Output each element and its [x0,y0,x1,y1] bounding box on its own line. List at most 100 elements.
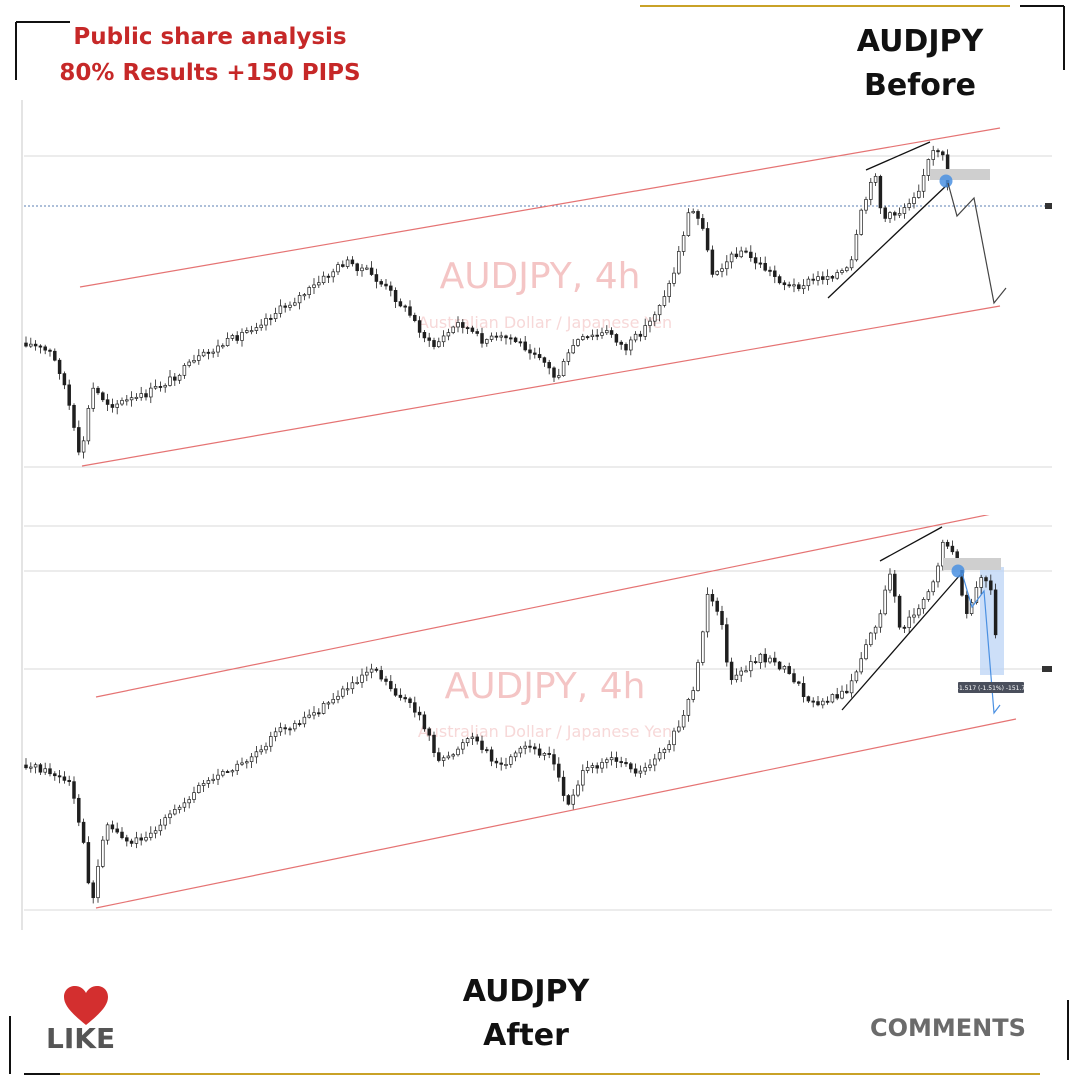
candle-bullish [33,764,38,768]
candle-bullish [873,175,878,183]
candle-bullish [134,837,139,844]
candle-bullish [941,541,945,567]
candle-bullish [158,824,163,832]
breakout-marker [951,564,965,578]
candle-bearish [225,771,230,774]
candle-bearish [729,661,734,681]
candle-bullish [643,767,647,772]
candle-bearish [57,359,62,374]
candle-bearish [297,723,302,726]
candle-bearish [24,764,28,769]
candle-bullish [926,159,931,176]
channel-upper-line [95,515,990,698]
candle-bearish [710,249,715,275]
candle-bearish [350,259,355,265]
candle-bearish [561,776,566,796]
candle-bullish [461,742,465,750]
candle-bearish [845,690,849,694]
candle-bearish [422,714,427,730]
candle-bearish [129,840,134,844]
candle-bearish [144,393,148,398]
candle-bullish [897,213,902,216]
candle-bullish [264,317,268,326]
candle-bullish [211,778,215,781]
candle-bullish [849,680,854,694]
candle-bullish [902,207,907,214]
candle-bearish [777,276,782,284]
candle-bullish [974,587,979,603]
candle-bearish [797,681,801,684]
projection-path [947,182,1007,305]
candle-bullish [576,339,580,346]
candle-bullish [917,190,921,198]
candle-bearish [403,305,407,308]
candle-bearish [533,746,537,750]
candle-bearish [965,594,969,614]
candle-bullish [840,690,844,699]
candle-bullish [254,751,259,758]
candle-bullish [441,335,446,343]
candle-bearish [547,362,551,369]
candle-bearish [633,768,638,774]
candle-bearish [614,334,619,343]
candle-bullish [504,763,508,766]
candle-bullish [211,351,215,354]
candle-bullish [341,688,345,697]
candle-bullish [225,337,230,346]
candle-bullish [81,440,86,453]
like-button[interactable]: LIKE [46,1022,116,1055]
candle-bearish [883,207,887,219]
candle-bullish [835,272,839,279]
candle-bearish [48,768,52,775]
candle-bullish [91,387,95,409]
candle-bearish [384,678,388,682]
candle-bearish [701,218,705,229]
candle-bullish [926,591,931,600]
candle-bullish [672,272,676,284]
candle-bullish [499,335,503,338]
candle-bullish [153,386,158,389]
candle-bullish [509,756,513,765]
candle-bullish [672,730,676,746]
candle-bullish [979,577,983,588]
candle-bearish [835,694,839,699]
breakout-marker [939,174,953,188]
candle-bullish [206,780,211,784]
candle-bullish [701,631,705,663]
candle-bullish [245,761,249,764]
candle-bearish [585,336,590,339]
candle-bullish [691,690,695,700]
projection-path [961,572,1001,715]
price-tag [1042,666,1052,672]
candle-bullish [585,767,590,771]
candle-bullish [581,770,585,786]
candle-bullish [29,343,33,347]
candle-bearish [384,283,388,287]
candle-bullish [849,259,854,269]
candle-bearish [763,653,767,663]
candle-bearish [777,661,782,670]
candle-bearish [753,661,758,664]
candle-bullish [105,824,110,841]
candle-bullish [216,774,220,780]
candle-bullish [168,376,172,386]
candle-bullish [230,335,235,339]
supply-zone [930,169,990,180]
candle-bullish [782,666,787,670]
candle-bullish [269,736,273,747]
candle-bullish [662,749,667,754]
candle-bullish [470,736,475,739]
candle-bearish [283,305,287,308]
candle-bearish [110,404,115,408]
candle-bearish [398,694,403,698]
candle-bullish [600,332,604,336]
candle-bullish [888,573,892,591]
candle-bearish [398,301,403,307]
candle-bullish [249,330,254,333]
heart-icon[interactable] [63,985,109,1027]
comments-button[interactable]: COMMENTS [870,1014,1026,1042]
watermark-title: AUDJPY, 4h [440,256,641,297]
candle-bullish [734,674,739,681]
candle-bearish [389,285,393,291]
candle-bearish [81,821,86,843]
